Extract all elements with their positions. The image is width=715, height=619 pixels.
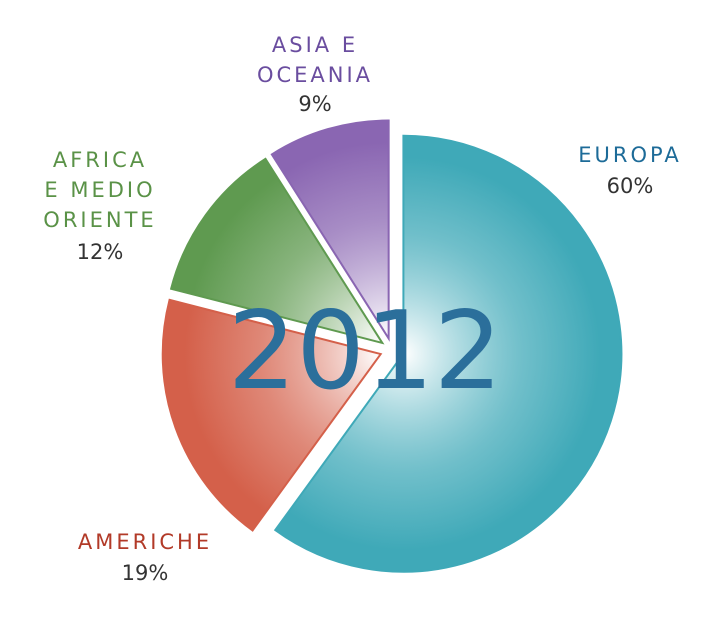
value-label: 19% [121,561,169,585]
slice-label: AFRICA E MEDIO ORIENTE [43,148,157,232]
slice-label: ASIA E OCEANIA [256,33,374,87]
slice-label: EUROPA [578,143,682,167]
pie-slice [273,134,623,573]
pie-slice [270,119,390,342]
value-label: 9% [298,92,332,116]
pie-slice [169,157,385,345]
value-label: 60% [606,174,654,198]
slice-label: AMERICHE [77,530,213,554]
value-label: 12% [76,240,124,264]
pie-slice [161,298,383,532]
center-title: 2012 [228,289,503,414]
